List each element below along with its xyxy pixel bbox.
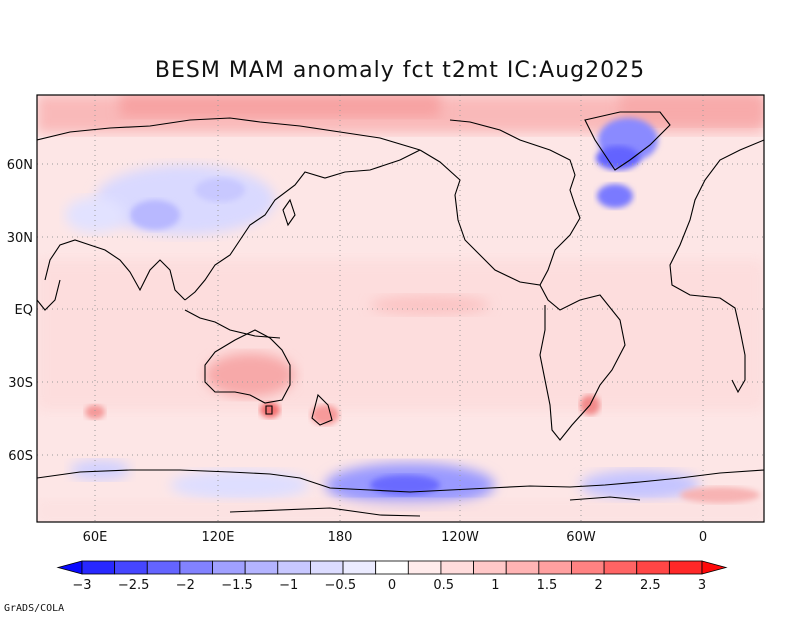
colorbar-arrow-high: [701, 560, 728, 575]
colorbar-label: −2.5: [118, 578, 150, 593]
colorbar-label: 0.5: [433, 578, 454, 593]
lon-label: 120E: [201, 530, 234, 545]
map-title: BESM MAM anomaly fct t2mt IC:Aug2025: [154, 58, 646, 83]
map-frame: [36, 94, 765, 523]
colorbar-label: −3: [72, 578, 91, 593]
colorbar-arrow-low: [56, 560, 83, 575]
colorbar-swatch: [114, 560, 148, 575]
colorbar-swatch: [636, 560, 670, 575]
lon-label: 120W: [441, 530, 479, 545]
colorbar-swatch: [505, 560, 540, 575]
colorbar-swatch: [81, 560, 116, 575]
colorbar-labels: −3 −2.5 −2 −1.5 −1 −0.5 0 0.5 1 1.5 2 2.5 3: [72, 578, 706, 593]
colorbar-swatch: [375, 560, 409, 575]
lat-label: 30S: [8, 376, 33, 391]
credit-text: GrADS/COLA: [4, 603, 65, 614]
colorbar-label: 1: [491, 578, 499, 593]
colorbar-swatch: [146, 560, 181, 575]
colorbar-label: 1.5: [537, 578, 558, 593]
colorbar-swatch: [212, 560, 246, 575]
lat-label: EQ: [15, 303, 33, 318]
lat-axis: 60N 30N EQ 30S 60S: [7, 158, 33, 464]
lon-axis: 60E 120E 180 120W 60W 0: [83, 530, 708, 545]
colorbar-label: 2.5: [640, 578, 661, 593]
colorbar-swatch: [538, 560, 572, 575]
colorbar-label: −1: [279, 578, 298, 593]
colorbar-swatch: [603, 560, 638, 575]
lon-label: 60E: [83, 530, 108, 545]
lat-label: 60S: [8, 449, 33, 464]
colorbar-swatch: [407, 560, 442, 575]
colorbar-swatch: [473, 560, 507, 575]
colorbar-swatch: [440, 560, 474, 575]
colorbar-label: 0: [388, 578, 396, 593]
lon-label: 180: [328, 530, 353, 545]
colorbar-label: 3: [698, 578, 706, 593]
colorbar-swatch: [342, 560, 377, 575]
lon-label: 0: [699, 530, 707, 545]
colorbar-swatch: [310, 560, 344, 575]
colorbar-label: −0.5: [325, 578, 357, 593]
lon-label: 60W: [566, 530, 596, 545]
anomaly-field: [37, 95, 764, 522]
colorbar-label: −2: [176, 578, 195, 593]
colorbar: [56, 560, 728, 575]
lat-label: 60N: [7, 158, 33, 173]
colorbar-label: 2: [595, 578, 603, 593]
colorbar-label: −1.5: [221, 578, 253, 593]
colorbar-swatch: [244, 560, 279, 575]
coastlines: [37, 111, 764, 517]
colorbar-swatch: [277, 560, 311, 575]
graticule: [37, 95, 764, 522]
colorbar-swatch: [668, 560, 703, 575]
colorbar-swatch: [179, 560, 213, 575]
lat-label: 30N: [7, 231, 33, 246]
colorbar-swatch: [571, 560, 605, 575]
